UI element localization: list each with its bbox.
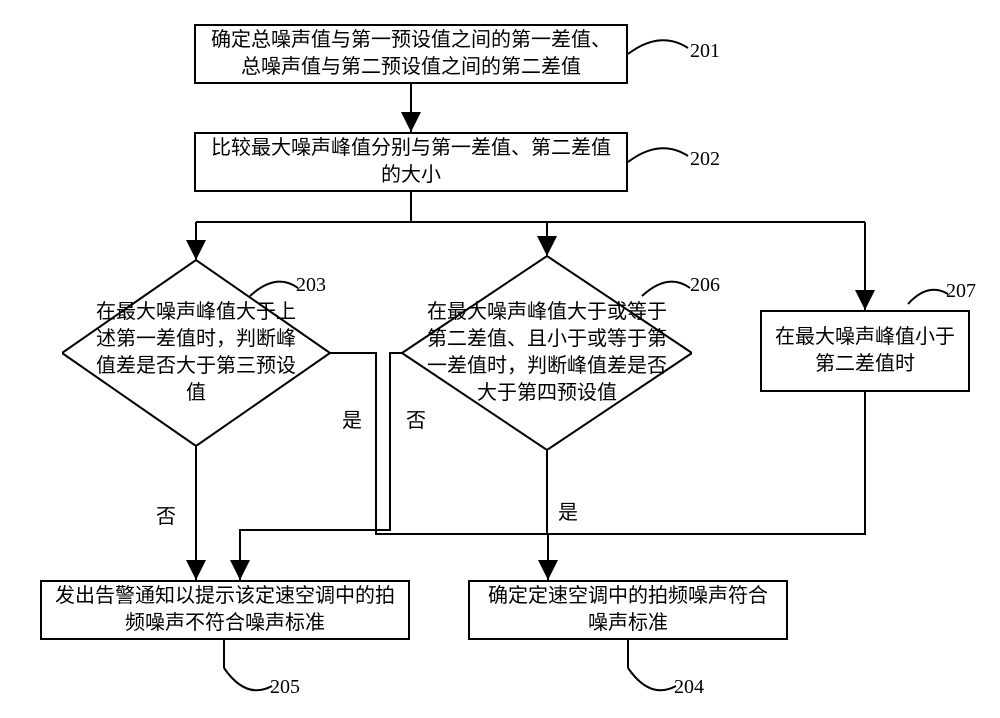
edge-label-206-no: 否 [406,404,426,433]
ref-206: 206 [690,274,720,297]
edge-label-203-no: 否 [156,500,176,529]
node-205: 发出告警通知以提示该定速空调中的拍频噪声不符合噪声标准 [40,580,410,640]
node-204-text: 确定定速空调中的拍频噪声符合噪声标准 [480,583,776,637]
node-204: 确定定速空调中的拍频噪声符合噪声标准 [468,580,788,640]
ref-202: 202 [690,148,720,171]
node-202-text: 比较最大噪声峰值分别与第一差值、第二差值的大小 [206,135,616,189]
ref-204: 204 [674,676,704,699]
node-205-text: 发出告警通知以提示该定速空调中的拍频噪声不符合噪声标准 [52,583,398,637]
node-203-text: 在最大噪声峰值大于上述第一差值时，判断峰值差是否大于第三预设值 [88,299,304,407]
node-202: 比较最大噪声峰值分别与第一差值、第二差值的大小 [194,132,628,192]
node-203: 在最大噪声峰值大于上述第一差值时，判断峰值差是否大于第三预设值 [62,260,330,446]
node-201-text: 确定总噪声值与第一预设值之间的第一差值、总噪声值与第二预设值之间的第二差值 [206,27,616,81]
ref-205: 205 [270,676,300,699]
ref-207: 207 [946,280,976,303]
node-206: 在最大噪声峰值大于或等于第二差值、且小于或等于第一差值时，判断峰值差是否大于第四… [402,256,692,450]
node-207: 在最大噪声峰值小于第二差值时 [760,310,970,392]
edge-label-203-yes: 是 [342,404,362,433]
node-201: 确定总噪声值与第一预设值之间的第一差值、总噪声值与第二预设值之间的第二差值 [194,24,628,84]
node-207-text: 在最大噪声峰值小于第二差值时 [772,324,958,378]
edge-label-206-yes: 是 [558,496,578,525]
node-206-text: 在最大噪声峰值大于或等于第二差值、且小于或等于第一差值时，判断峰值差是否大于第四… [426,299,668,407]
ref-201: 201 [690,40,720,63]
ref-203: 203 [296,274,326,297]
